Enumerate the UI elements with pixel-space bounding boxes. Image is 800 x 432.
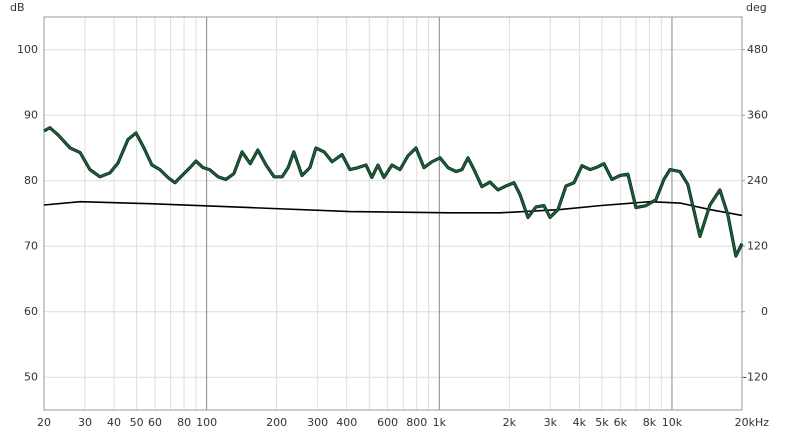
x-tick-label: 100 bbox=[196, 416, 217, 429]
x-tick-label: 50 bbox=[130, 416, 144, 429]
x-tick-label: 1k bbox=[433, 416, 447, 429]
x-tick-label: 4k bbox=[573, 416, 587, 429]
x-tick-label: 80 bbox=[177, 416, 191, 429]
x-tick-label: 30 bbox=[78, 416, 92, 429]
y2-tick-label: 0 bbox=[761, 305, 768, 318]
x-tick-label: 6k bbox=[614, 416, 628, 429]
x-tick-label: 400 bbox=[336, 416, 357, 429]
y-tick-label: 90 bbox=[24, 108, 38, 121]
x-tick-label: 200 bbox=[266, 416, 287, 429]
x-tick-label: 3k bbox=[544, 416, 558, 429]
x-tick-label: 20kHz bbox=[735, 416, 770, 429]
x-tick-label: 10k bbox=[662, 416, 683, 429]
y-tick-label: 50 bbox=[24, 370, 38, 383]
y-tick-label: 100 bbox=[17, 43, 38, 56]
y2-tick-label: 360 bbox=[747, 108, 768, 121]
series-line bbox=[43, 200, 743, 217]
y-tick-label: 80 bbox=[24, 174, 38, 187]
y-axis-label: dB bbox=[10, 1, 25, 14]
y2-tick-label: 120 bbox=[747, 239, 768, 252]
y2-tick-label: 240 bbox=[747, 174, 768, 187]
x-tick-label: 2k bbox=[503, 416, 517, 429]
y2-axis-label: deg bbox=[746, 1, 767, 14]
series-line bbox=[43, 126, 743, 257]
x-tick-label: 60 bbox=[148, 416, 162, 429]
y2-tick-label: -120 bbox=[743, 370, 768, 383]
y-tick-label: 70 bbox=[24, 239, 38, 252]
x-tick-label: 800 bbox=[406, 416, 427, 429]
x-tick-label: 40 bbox=[107, 416, 121, 429]
x-tick-label: 5k bbox=[595, 416, 609, 429]
x-tick-label: 600 bbox=[377, 416, 398, 429]
x-tick-label: 300 bbox=[307, 416, 328, 429]
y2-tick-label: 480 bbox=[747, 43, 768, 56]
y-tick-label: 60 bbox=[24, 305, 38, 318]
plot-area bbox=[43, 16, 743, 411]
x-tick-label: 8k bbox=[643, 416, 657, 429]
x-tick-label: 20 bbox=[37, 416, 51, 429]
plot-border bbox=[43, 16, 743, 411]
